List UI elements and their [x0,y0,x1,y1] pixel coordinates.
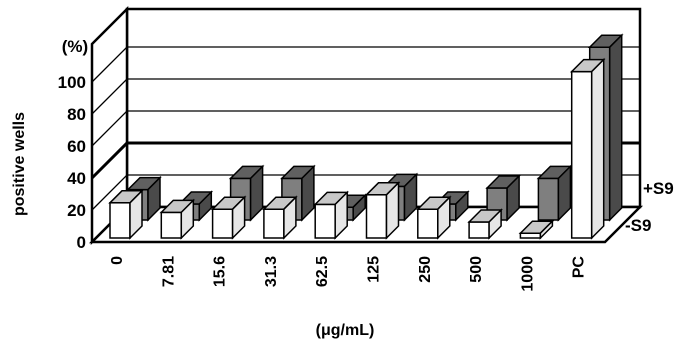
y-unit-label: (%) [62,37,88,56]
bar-minus-s9 [415,195,452,240]
bar-minus-s9 [262,195,298,240]
bar-minus-s9-side [539,219,554,240]
bar-minus-s9 [518,219,555,240]
y-tick-label: 100 [58,73,86,92]
bar-minus-s9-side [129,188,143,240]
bar-minus-s9 [467,208,503,240]
gridline [90,141,640,180]
bar-minus-s9-front [365,194,388,239]
bar-minus-s9 [313,190,350,240]
x-tick-label: 62.5 [314,256,331,287]
bar-plus-s9-side [506,174,520,222]
bar-plus-s9-side [249,164,264,222]
bar-plus-s9-side [198,190,213,222]
bar-minus-s9-front [263,208,285,239]
x-tick-label: 0 [109,256,126,265]
y-tick-label: 40 [67,169,86,188]
bar-minus-s9-side [231,195,246,240]
bar-plus-s9-front [537,177,560,221]
y-tick-label: 60 [67,137,86,156]
gridline [91,78,640,115]
y-tick-label: 80 [67,105,86,124]
bar-plus-s9-side [147,175,161,222]
bar-minus-s9-front [570,70,593,239]
bar-minus-s9-side [283,195,297,240]
legend-series-plus-s9: +S9 [643,179,674,198]
x-tick-label: 1000 [519,256,536,292]
y-tick-label: 0 [77,233,86,252]
bar-minus-s9-side [385,180,400,240]
gridline [91,174,640,211]
bar-minus-s9-front [211,208,234,239]
x-tick-labels: 0 7.81 15.6 31.3 62.5 125 250 500 1000 PC [109,256,588,292]
gridline [91,110,640,147]
x-tick-label: 250 [417,256,434,283]
bar-plus-s9 [485,174,521,222]
y-tick-label: 20 [67,201,86,220]
bar-minus-s9-front [109,202,131,239]
gridline [91,46,640,83]
x-tick-label: 7.81 [160,256,177,287]
bar-minus-s9 [210,195,247,240]
x-axis-label: (μg/mL) [316,322,375,339]
y-tick-labels: 0 20 40 60 80 100 [58,73,86,252]
x-tick-label: 31.3 [263,256,280,287]
bar-minus-s9-side [437,195,451,240]
bar-minus-s9 [108,188,144,240]
bar-plus-s9-side [301,164,315,222]
bar-plus-s9 [536,164,573,222]
y-axis-label: positive wells [11,112,28,216]
gridlines [90,46,640,211]
bar-minus-s9-front [314,203,336,239]
bar-minus-s9 [159,198,196,240]
bar-minus-s9 [569,57,606,240]
bar-plus-s9-side [455,190,469,222]
x-tick-label: 125 [366,256,383,283]
bar-plus-s9-side [557,164,572,222]
x-tick-label: 15.6 [212,256,229,287]
bar-plus-s9-side [403,172,418,222]
bar-minus-s9-front [417,208,439,239]
bar-minus-s9-side [488,208,502,240]
bar-minus-s9 [364,180,401,240]
legend-series-minus-s9: -S9 [625,216,651,235]
bar-minus-s9-side [180,198,195,240]
bar-minus-s9-side [590,57,605,240]
bar-minus-s9-front [468,221,490,239]
bar-minus-s9-front [160,211,183,239]
x-tick-label: PC [571,256,588,279]
bar-minus-s9-side [334,190,348,240]
x-tick-label: 500 [468,256,485,283]
bars-minus-s9 [108,57,606,240]
bar-plus-s9-side [608,33,623,222]
